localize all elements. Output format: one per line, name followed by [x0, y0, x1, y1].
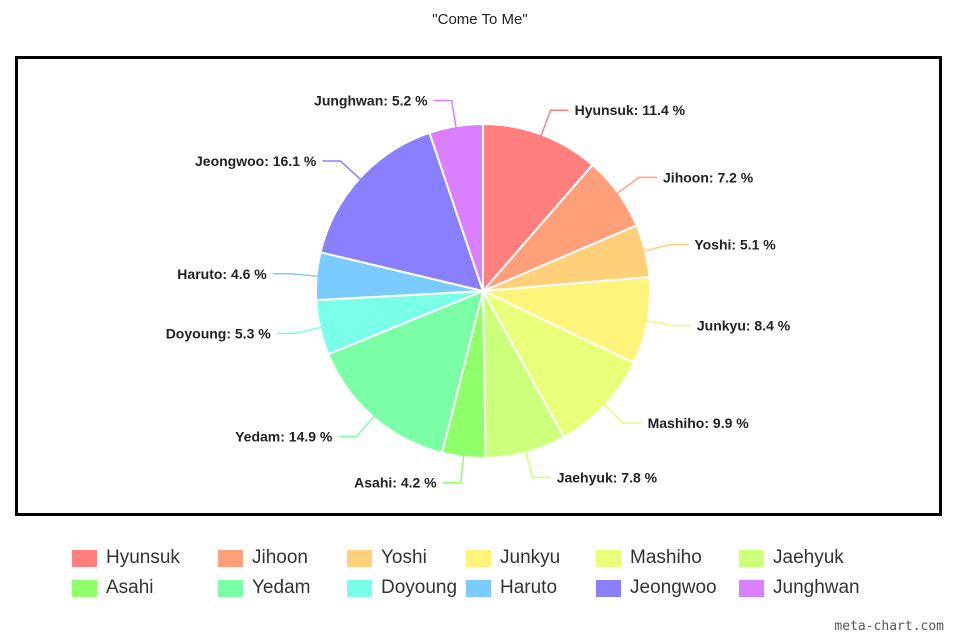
slice-label-yoshi: Yoshi: 5.1 %	[694, 237, 776, 253]
legend-swatch-haruto	[466, 579, 491, 597]
legend-swatch-jeongwoo	[596, 579, 621, 597]
legend-swatch-junkyu	[466, 549, 491, 567]
slice-label-hyunsuk: Hyunsuk: 11.4 %	[575, 102, 686, 118]
plot-area: Hyunsuk: 11.4 % Jihoon: 7.2 % Yoshi: 5.1 %…	[15, 56, 942, 516]
slice-label-jihoon: Jihoon: 7.2 %	[663, 169, 754, 185]
slice-label-jeongwoo: Jeongwoo: 16.1 %	[195, 153, 317, 169]
legend-label-asahi: Asahi	[106, 577, 154, 598]
legend-label-yoshi: Yoshi	[381, 547, 427, 568]
legend-label-mashiho: Mashiho	[630, 547, 702, 568]
legend-label-jeongwoo: Jeongwoo	[630, 577, 717, 598]
legend-swatch-jaehyuk	[739, 549, 764, 567]
slice-labels: Hyunsuk: 11.4 % Jihoon: 7.2 % Yoshi: 5.1 %…	[166, 93, 791, 491]
leader-line-junghwan	[433, 99, 458, 131]
legend-swatch-jihoon	[218, 549, 243, 567]
legend-label-junghwan: Junghwan	[773, 577, 860, 598]
legend-swatch-yoshi	[347, 549, 372, 567]
legend-swatch-junghwan	[739, 579, 764, 597]
legend-label-jihoon: Jihoon	[252, 547, 308, 568]
legend-item-doyoung[interactable]: Doyoung	[347, 576, 457, 600]
leader-line-doyoung	[276, 326, 325, 335]
legend-item-junkyu[interactable]: Junkyu	[466, 546, 560, 570]
leader-line-haruto	[272, 273, 321, 278]
slice-label-jaehyuk: Jaehyuk: 7.8 %	[557, 469, 658, 485]
legend-swatch-yedam	[218, 579, 243, 597]
leader-line-yoshi	[641, 243, 689, 253]
leader-line-jaehyuk	[524, 448, 551, 479]
chart-title: "Come To Me"	[432, 11, 528, 28]
pie-slices	[314, 122, 651, 459]
leader-lines	[272, 99, 691, 484]
leader-line-yedam	[338, 413, 377, 438]
slice-label-haruto: Haruto: 4.6 %	[177, 266, 267, 282]
legend-swatch-mashiho	[596, 549, 621, 567]
legend-item-yoshi[interactable]: Yoshi	[347, 546, 427, 570]
slice-label-asahi: Asahi: 4.2 %	[354, 475, 437, 491]
legend-label-jaehyuk: Jaehyuk	[773, 547, 844, 568]
slice-label-junkyu: Junkyu: 8.4 %	[697, 318, 791, 334]
legend-label-haruto: Haruto	[500, 577, 558, 598]
leader-line-hyunsuk	[539, 109, 569, 139]
legend-item-junghwan[interactable]: Junghwan	[739, 576, 860, 600]
slice-label-yedam: Yedam: 14.9 %	[235, 429, 333, 445]
leader-line-mashiho	[601, 402, 642, 424]
legend-item-haruto[interactable]: Haruto	[466, 576, 557, 600]
legend-item-asahi[interactable]: Asahi	[72, 576, 154, 600]
leader-line-junkyu	[643, 319, 691, 327]
legend-item-hyunsuk[interactable]: Hyunsuk	[72, 546, 180, 570]
slice-label-junghwan: Junghwan: 5.2 %	[314, 93, 428, 109]
legend-item-yedam[interactable]: Yedam	[218, 576, 310, 600]
legend-label-junkyu: Junkyu	[500, 547, 561, 568]
legend-item-mashiho[interactable]: Mashiho	[596, 546, 702, 570]
legend-swatch-hyunsuk	[72, 549, 97, 567]
legend-label-doyoung: Doyoung	[381, 577, 458, 598]
legend-swatch-doyoung	[347, 579, 372, 597]
legend-item-jeongwoo[interactable]: Jeongwoo	[596, 576, 717, 600]
legend-item-jaehyuk[interactable]: Jaehyuk	[739, 546, 844, 570]
legend-label-yedam: Yedam	[252, 577, 311, 598]
legend-label-hyunsuk: Hyunsuk	[106, 547, 180, 568]
legend-swatch-asahi	[72, 579, 97, 597]
leader-line-asahi	[442, 452, 465, 484]
watermark: meta-chart.com	[834, 619, 944, 634]
slice-label-mashiho: Mashiho: 9.9 %	[648, 415, 750, 431]
leader-line-jeongwoo	[322, 160, 364, 182]
pie-chart: Hyunsuk: 11.4 % Jihoon: 7.2 % Yoshi: 5.1 %…	[166, 93, 791, 491]
leader-line-jihoon	[614, 176, 658, 196]
slice-label-doyoung: Doyoung: 5.3 %	[166, 325, 272, 341]
legend-item-jihoon[interactable]: Jihoon	[218, 546, 308, 570]
